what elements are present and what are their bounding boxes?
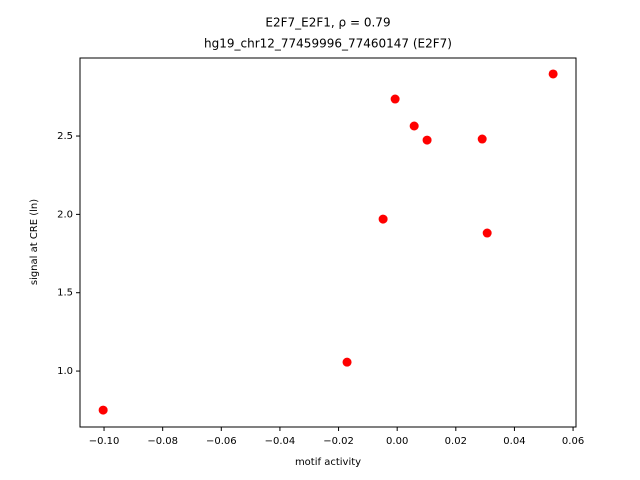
point [98, 405, 108, 415]
point [477, 134, 487, 144]
point [342, 357, 352, 367]
chart-subtitle: hg19_chr12_77459996_77460147 (E2F7) [204, 37, 452, 51]
x-tick-label: −0.04 [265, 436, 296, 447]
point [390, 94, 400, 104]
point [378, 214, 388, 224]
y-tick-label: 1.5 [57, 288, 73, 299]
x-tick-label: −0.06 [206, 436, 237, 447]
x-tick-label: −0.10 [89, 436, 120, 447]
x-tick-label: 0.06 [562, 436, 584, 447]
y-tick-label: 2.0 [57, 209, 73, 220]
x-tick-label: −0.02 [323, 436, 354, 447]
point [422, 135, 432, 145]
point [548, 69, 558, 79]
chart-title: E2F7_E2F1, ρ = 0.79 [265, 16, 390, 30]
x-axis-label: motif activity [295, 457, 361, 468]
point [482, 228, 492, 238]
x-tick-label: 0.02 [445, 436, 467, 447]
y-tick-label: 1.0 [57, 366, 73, 377]
x-tick-label: 0.00 [386, 436, 408, 447]
point [409, 121, 419, 131]
plot-frame [79, 57, 577, 428]
x-tick-label: 0.04 [503, 436, 525, 447]
x-tick-label: −0.08 [147, 436, 178, 447]
y-axis-label: signal at CRE (ln) [29, 199, 40, 285]
y-tick-label: 2.5 [57, 131, 73, 142]
